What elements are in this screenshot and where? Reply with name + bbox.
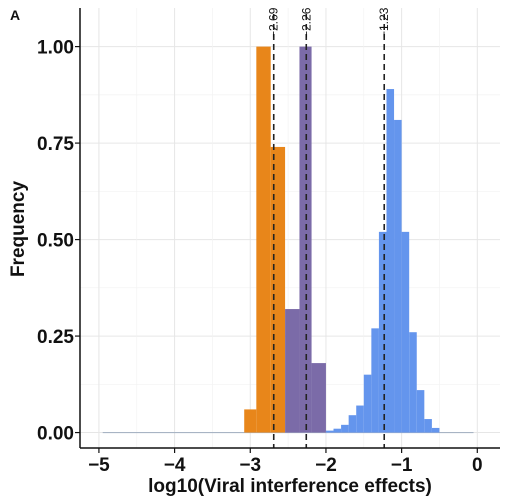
histogram-bar <box>333 428 342 433</box>
histogram-bar <box>348 415 357 433</box>
histogram-bar <box>311 363 326 433</box>
y-tick-label: 0.50 <box>37 231 74 252</box>
histogram-bar <box>256 46 271 433</box>
histogram-bar <box>431 427 440 433</box>
histogram-bar <box>285 309 300 433</box>
x-tick-label: −1 <box>391 455 413 476</box>
histogram-bar <box>270 146 286 433</box>
histogram-bar <box>409 332 417 433</box>
x-tick-label: −4 <box>164 455 186 476</box>
median-value-label: −2.26 <box>299 7 313 38</box>
y-tick-label: 1.00 <box>37 38 74 59</box>
histogram-bar <box>401 231 410 433</box>
histogram-bar <box>244 409 257 433</box>
y-tick-label: 0.25 <box>37 327 74 348</box>
histogram-bar <box>378 231 387 433</box>
histogram-bar <box>356 405 364 433</box>
median-value-label: −1.23 <box>377 7 391 38</box>
y-tick-label: 0.75 <box>37 134 74 155</box>
histogram-bar <box>325 430 334 433</box>
x-axis-label: log10(Viral interference effects) <box>148 476 432 497</box>
panel-label: A <box>10 7 20 23</box>
x-tick-label: 0 <box>472 455 483 476</box>
histogram-bar <box>424 419 432 433</box>
x-tick-label: −3 <box>239 455 261 476</box>
histogram-bar <box>371 328 379 433</box>
y-tick-label: 0.00 <box>37 424 74 445</box>
median-lines: −2.69 −2.26 −1.23 <box>267 7 391 448</box>
median-value-label: −2.69 <box>267 7 281 38</box>
axes: 0.00 0.25 0.50 0.75 1.00 −5 −4 −3 −2 −1 0 <box>37 8 500 476</box>
histogram-bar <box>341 424 349 433</box>
histogram-bar <box>386 89 395 433</box>
x-tick-label: −2 <box>315 455 337 476</box>
histogram-bar <box>416 390 425 433</box>
x-tick-label: −5 <box>88 455 110 476</box>
histogram-bar <box>363 374 372 433</box>
y-axis-label: Frequency <box>8 181 29 278</box>
histogram-bar <box>394 119 402 433</box>
